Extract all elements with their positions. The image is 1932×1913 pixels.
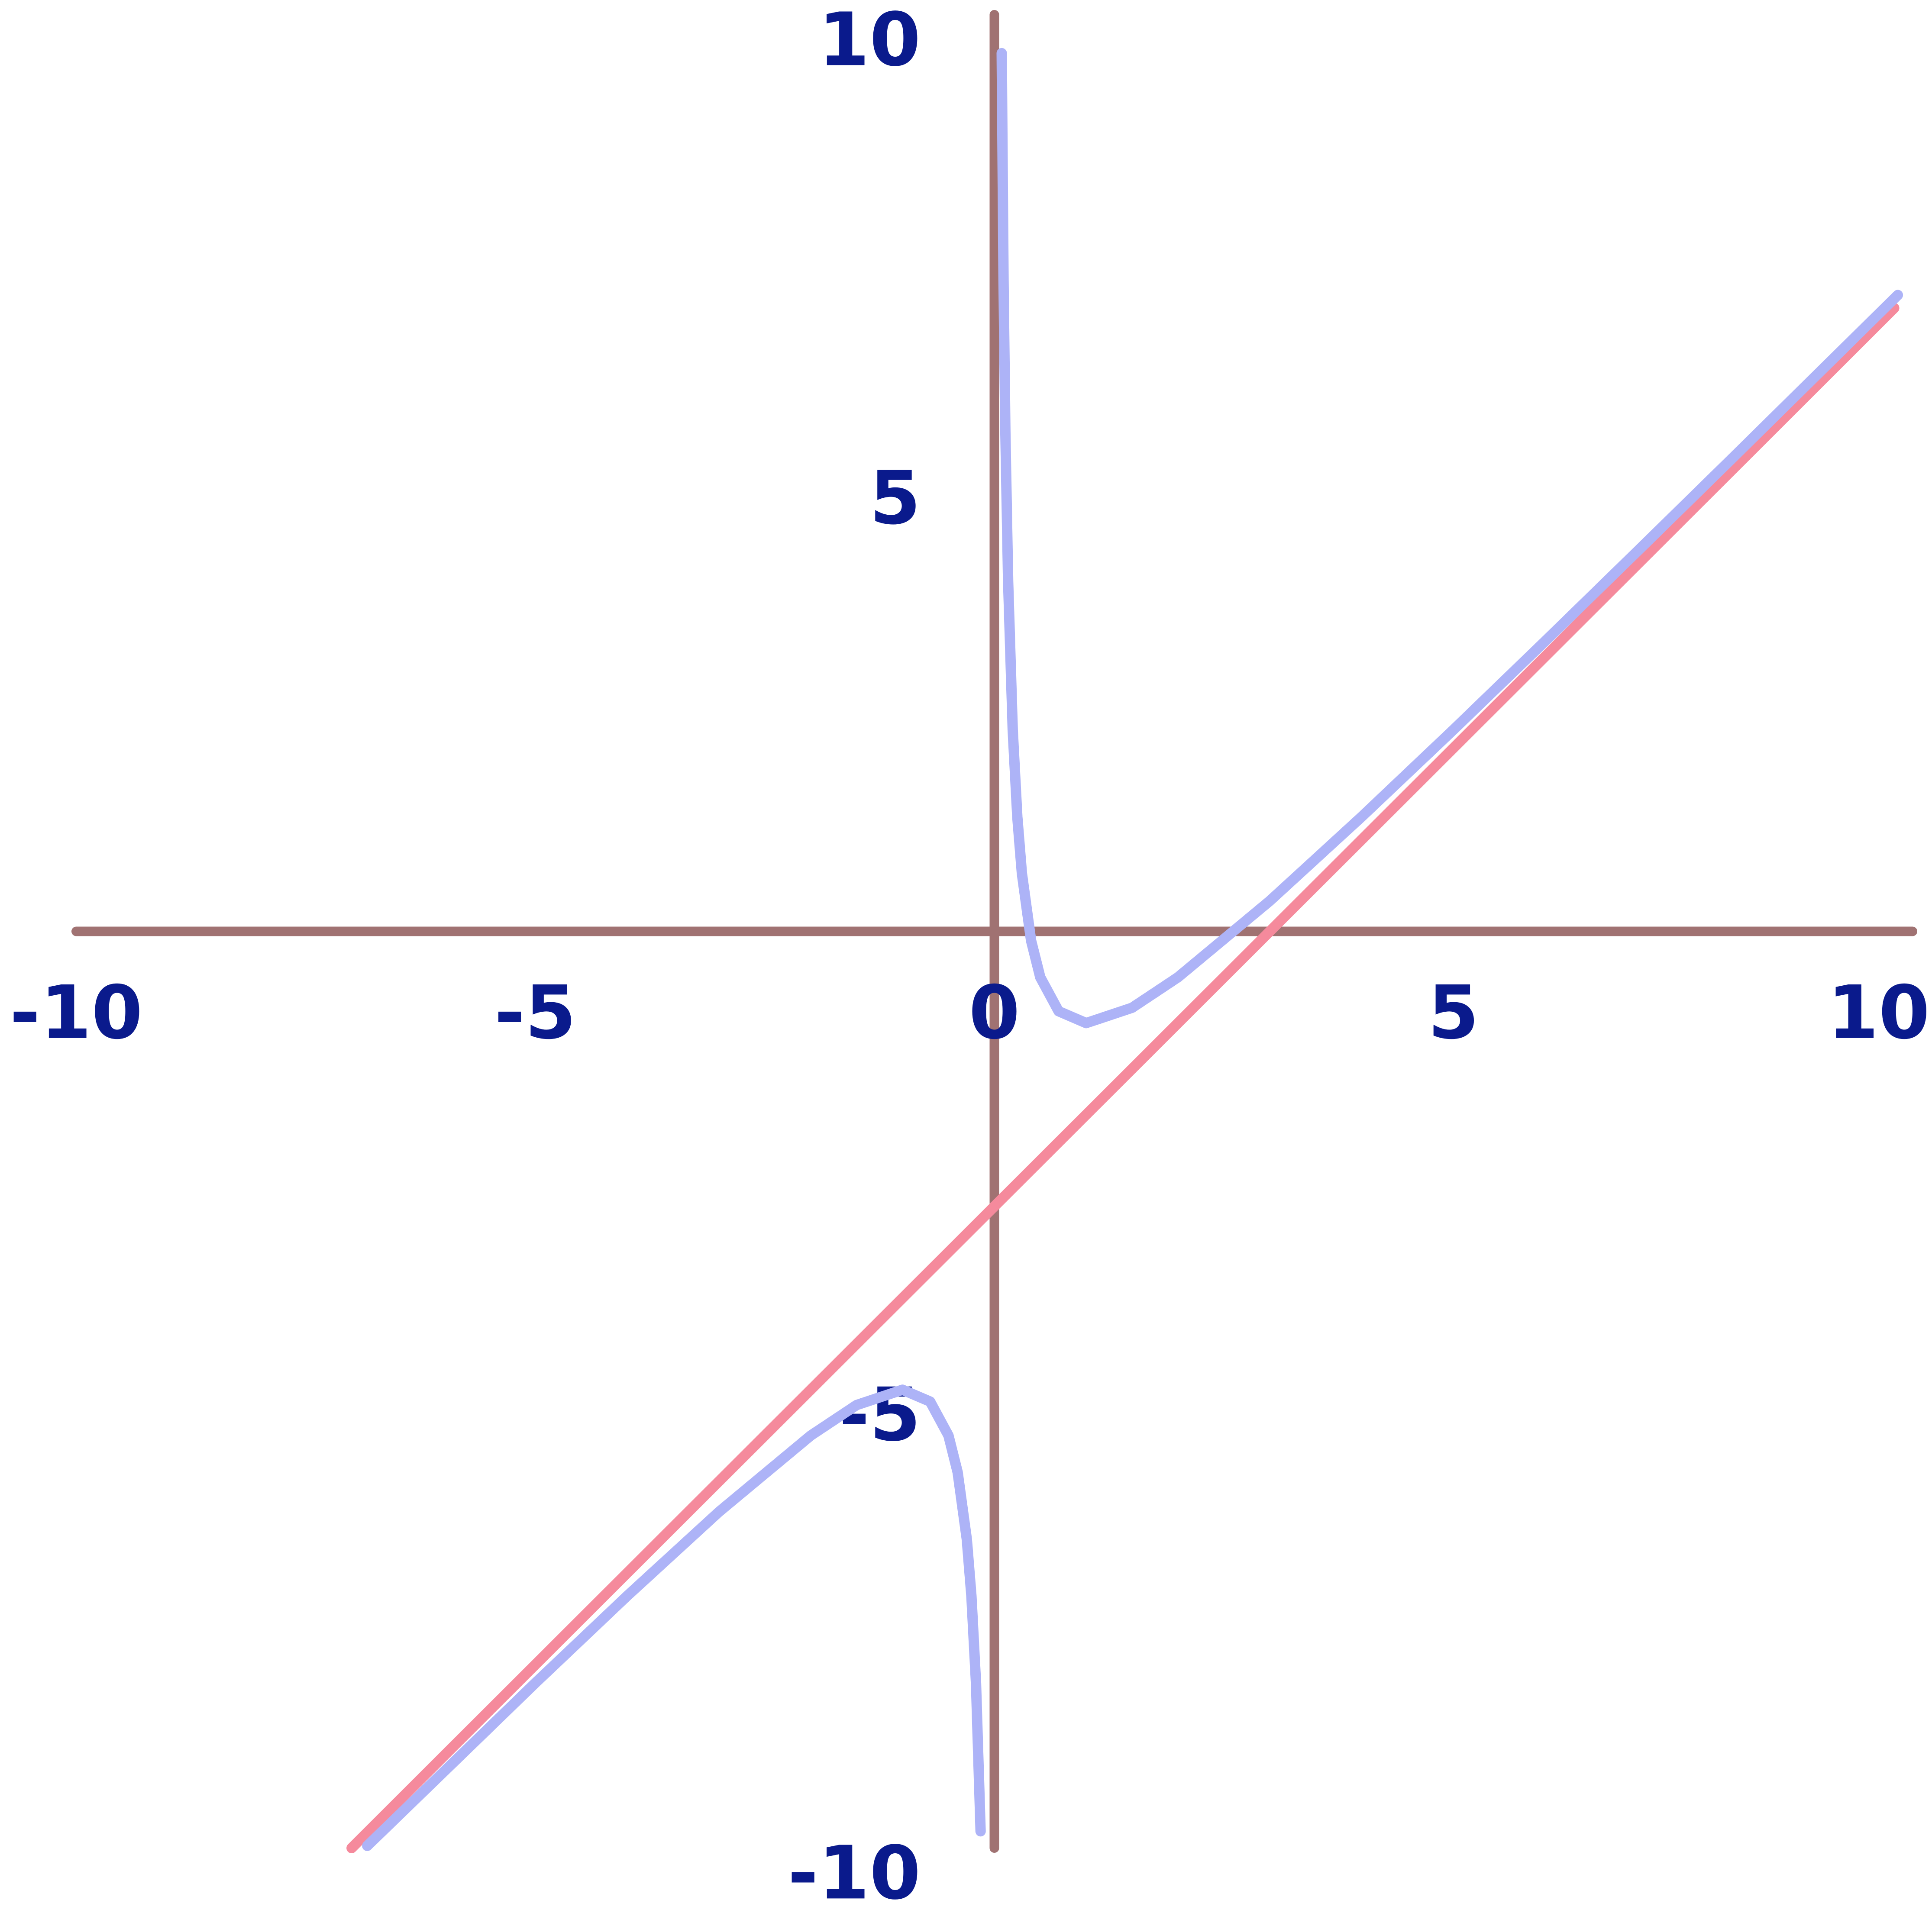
x-tick-label: -5 — [494, 970, 576, 1056]
x-tick-label: -10 — [10, 970, 142, 1056]
y-tick-label: 10 — [818, 0, 921, 83]
y-tick-label: 5 — [869, 455, 921, 541]
y-tick-label: -10 — [788, 1830, 921, 1913]
series-line — [346, 303, 1900, 1853]
series-line — [362, 48, 1903, 1851]
x-tick-label: 5 — [1428, 970, 1479, 1056]
y-tick-label: -5 — [839, 1372, 921, 1458]
x-tick-label: 0 — [969, 970, 1020, 1056]
x-tick-label: 10 — [1827, 970, 1930, 1056]
